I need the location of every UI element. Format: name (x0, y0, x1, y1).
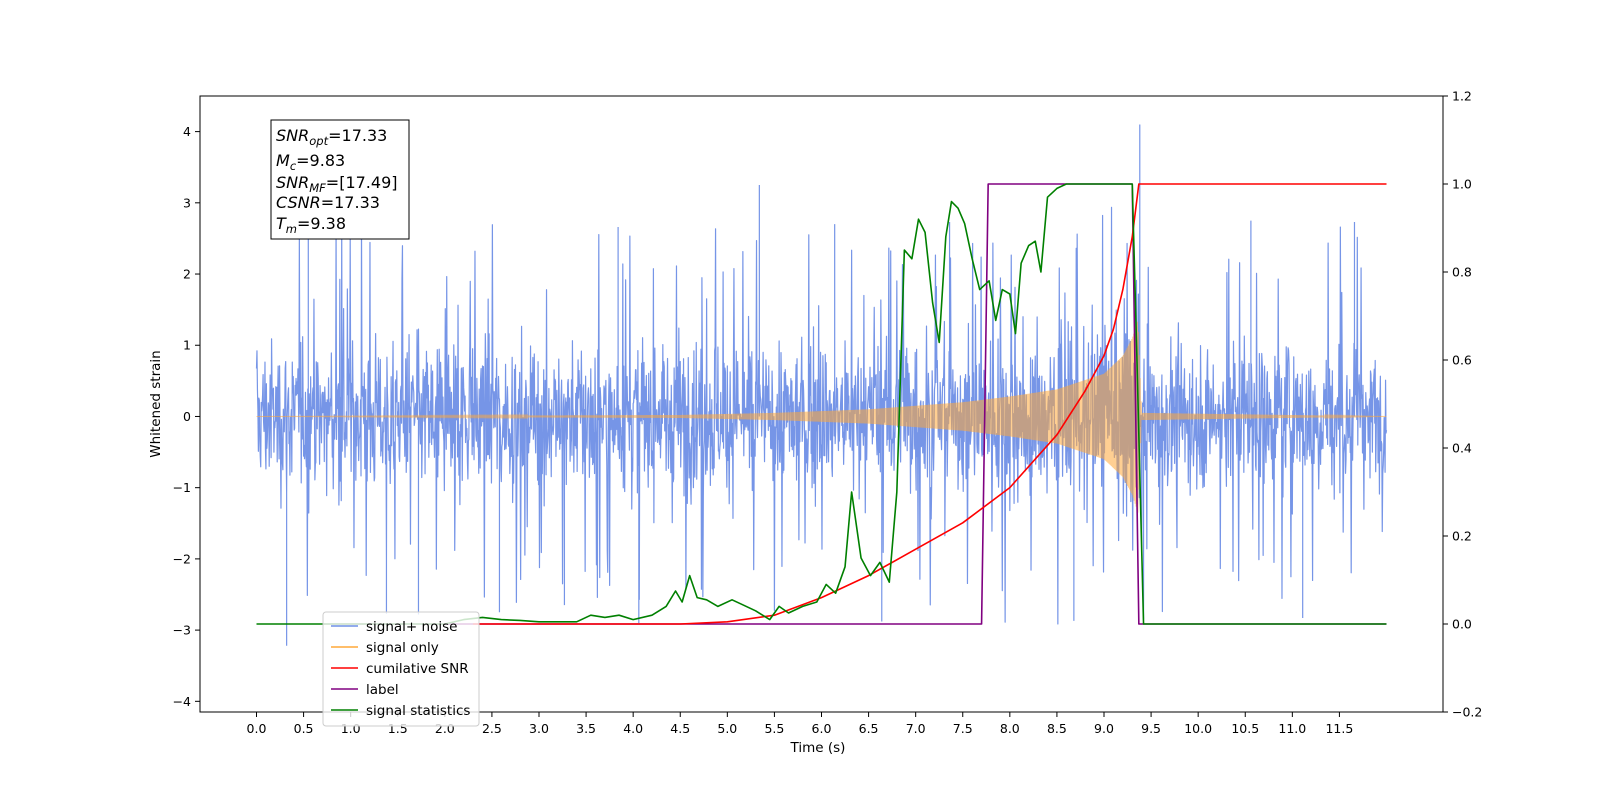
left-y-tick-label: −3 (173, 623, 191, 638)
x-tick-label: 8.0 (1000, 721, 1020, 736)
series-signal-noise-line (255, 124, 1388, 646)
x-axis-label: Time (s) (790, 740, 846, 756)
right-y-tick-label: −0.2 (1452, 705, 1482, 720)
left-y-tick-label: 4 (183, 124, 191, 139)
x-tick-label: 7.0 (906, 721, 926, 736)
right-y-tick-label: 0.8 (1452, 265, 1472, 280)
x-tick-label: 11.5 (1325, 721, 1353, 736)
annotation-box: SNRopt=17.33 Mc=9.83 SNRMF=[17.49] CSNR=… (270, 119, 410, 240)
right-y-tick-label: 0.6 (1452, 353, 1472, 368)
annotation-mc: Mc=9.83 (276, 151, 345, 173)
x-tick-label: 3.0 (529, 721, 549, 736)
left-y-tick-label: −4 (173, 694, 191, 709)
left-y-tick-label: −1 (173, 480, 191, 495)
annotation-snr-mf: SNRMF=[17.49] (276, 173, 398, 195)
legend-label: label (366, 682, 399, 698)
annotation-csnr: CSNR=17.33 (276, 193, 380, 212)
series-signal-only-line (256, 321, 1387, 513)
x-tick-label: 5.0 (717, 721, 737, 736)
right-y-tick-label: 1.2 (1452, 89, 1472, 104)
right-y-tick-label: 0.0 (1452, 617, 1472, 632)
left-y-axis: −4 −3 −2 −1 0 1 2 3 4 (173, 124, 200, 709)
legend-entry-signal-statistics: signal statistics (331, 703, 470, 719)
x-tick-label: 4.5 (670, 721, 690, 736)
legend-entry-signal-only: signal only (331, 640, 439, 656)
left-y-tick-label: 1 (183, 338, 191, 353)
x-tick-label: 9.5 (1141, 721, 1161, 736)
legend-entry-label: label (331, 682, 399, 698)
x-tick-label: 3.5 (576, 721, 596, 736)
right-y-axis: −0.2 0.0 0.2 0.4 0.6 0.8 1.0 1.2 (1443, 89, 1482, 720)
y-axis-label: Whitened strain (148, 350, 164, 457)
x-tick-label: 6.0 (812, 721, 832, 736)
legend-entry-cumulative-snr: cumilative SNR (331, 661, 469, 677)
legend-label: signal+ noise (366, 619, 457, 635)
series-signal-statistics-line (256, 183, 1387, 625)
annotation-snr-opt: SNRopt=17.33 (276, 126, 387, 148)
x-tick-label: 4.0 (623, 721, 643, 736)
x-tick-label: 7.5 (953, 721, 973, 736)
x-tick-label: 6.5 (859, 721, 879, 736)
right-y-tick-label: 0.2 (1452, 529, 1472, 544)
x-tick-label: 2.5 (482, 721, 502, 736)
plot-area (255, 124, 1388, 646)
legend-label: signal only (366, 640, 439, 656)
left-y-tick-label: −2 (173, 551, 191, 566)
left-y-tick-label: 2 (183, 267, 191, 282)
annotation-frame (270, 119, 410, 240)
x-tick-label: 5.5 (764, 721, 784, 736)
x-tick-label: 10.0 (1184, 721, 1212, 736)
legend-entry-signal-noise: signal+ noise (331, 619, 457, 635)
left-y-tick-label: 0 (183, 409, 191, 424)
annotation-tm: Tm=9.38 (276, 214, 346, 236)
x-tick-label: 9.0 (1094, 721, 1114, 736)
legend: signal+ noise signal only cumilative SNR la… (322, 611, 480, 727)
legend-label: signal statistics (366, 703, 470, 719)
x-tick-label: 11.0 (1278, 721, 1306, 736)
x-tick-label: 8.5 (1047, 721, 1067, 736)
x-tick-label: 0.5 (294, 721, 314, 736)
right-y-tick-label: 0.4 (1452, 441, 1472, 456)
right-y-tick-label: 1.0 (1452, 177, 1472, 192)
x-tick-label: 10.5 (1231, 721, 1259, 736)
legend-label: cumilative SNR (366, 661, 469, 677)
x-tick-label: 0.0 (247, 721, 267, 736)
legend-frame (322, 611, 480, 727)
left-y-tick-label: 3 (183, 195, 191, 210)
